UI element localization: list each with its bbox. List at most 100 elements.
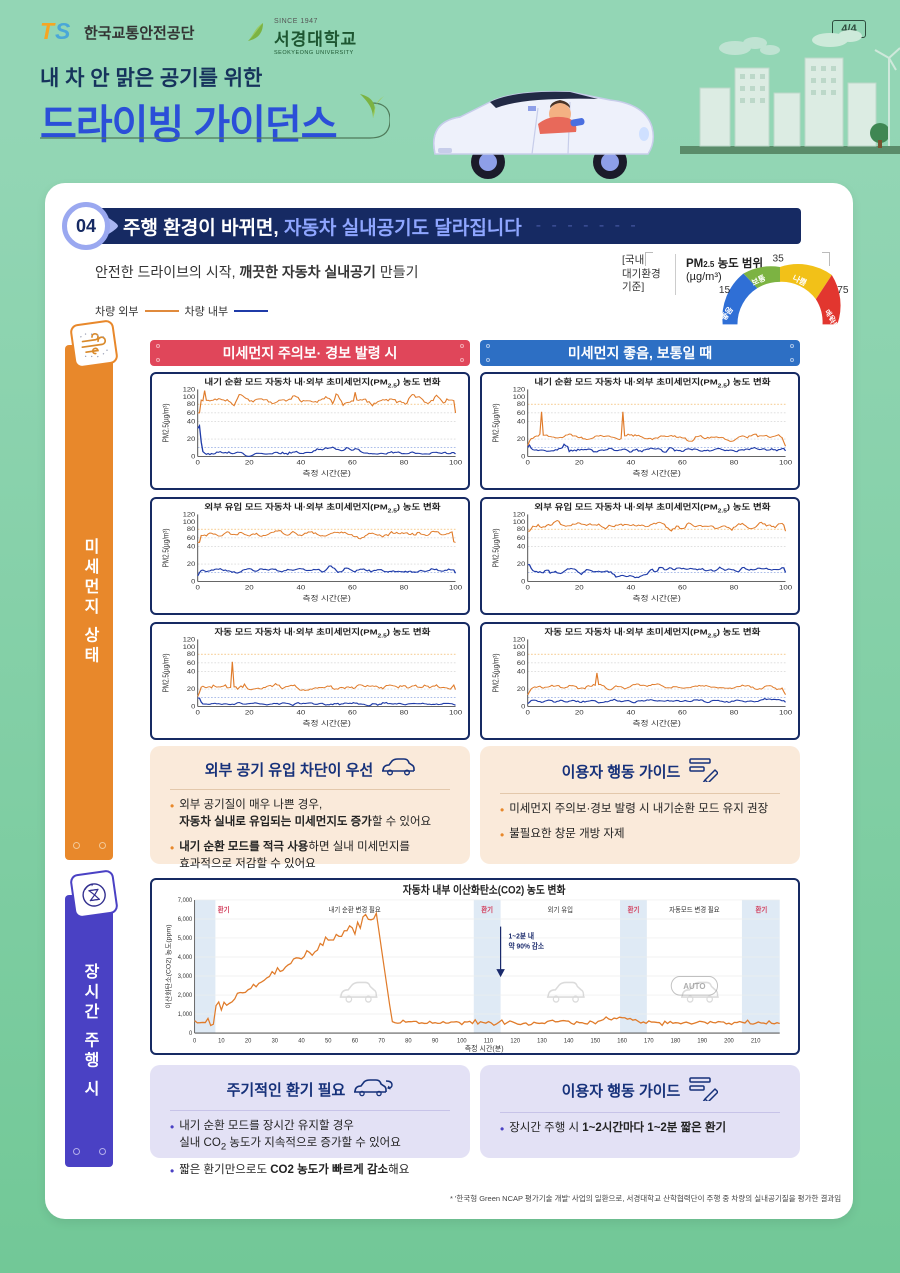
svg-text:이산화탄소(CO2) 농도(ppm): 이산화탄소(CO2) 농도(ppm) [164, 924, 173, 1008]
svg-text:0: 0 [189, 1031, 193, 1037]
svg-text:40: 40 [517, 544, 526, 550]
svg-text:100: 100 [449, 709, 462, 716]
svg-text:80: 80 [187, 652, 196, 658]
svg-text:40: 40 [187, 669, 196, 675]
svg-text:측정 시간(분): 측정 시간(분) [302, 468, 351, 477]
svg-text:80: 80 [517, 652, 526, 658]
svg-text:80: 80 [187, 402, 196, 408]
svg-text:120: 120 [183, 637, 196, 643]
svg-text:60: 60 [348, 459, 357, 466]
svg-text:0: 0 [196, 709, 200, 716]
svg-text:PM2.5(µg/m³): PM2.5(µg/m³) [492, 528, 501, 567]
svg-text:자동 모드 자동차 내·외부 초미세먼지(PM2.5) 농도: 자동 모드 자동차 내·외부 초미세먼지(PM2.5) 농도 변화 [545, 627, 761, 639]
svg-text:측정 시간(분): 측정 시간(분) [465, 1044, 504, 1053]
svg-text:7,000: 7,000 [178, 898, 193, 904]
svg-text:190: 190 [697, 1038, 707, 1044]
svg-text:40: 40 [626, 459, 635, 466]
svg-text:75: 75 [837, 285, 849, 296]
svg-text:PM2.5(µg/m³): PM2.5(µg/m³) [492, 403, 501, 442]
svg-text:50: 50 [325, 1038, 332, 1044]
svg-text:60: 60 [678, 584, 687, 591]
svg-text:60: 60 [517, 660, 526, 666]
svg-text:T: T [40, 20, 56, 44]
svg-text:60: 60 [187, 535, 196, 541]
svg-text:PM2.5(µg/m³): PM2.5(µg/m³) [492, 653, 501, 692]
svg-text:0: 0 [526, 459, 530, 466]
svg-text:80: 80 [517, 527, 526, 533]
svg-text:20: 20 [575, 709, 584, 716]
svg-text:10: 10 [218, 1038, 225, 1044]
svg-text:80: 80 [405, 1038, 412, 1044]
svg-text:PM2.5(µg/m³): PM2.5(µg/m³) [162, 653, 171, 692]
svg-text:40: 40 [187, 544, 196, 550]
svg-text:내기 순환 변경 필요: 내기 순환 변경 필요 [328, 905, 380, 914]
svg-text:80: 80 [730, 584, 739, 591]
svg-text:160: 160 [617, 1038, 627, 1044]
svg-text:20: 20 [517, 437, 526, 443]
svg-text:100: 100 [183, 644, 196, 650]
svg-text:0: 0 [196, 459, 200, 466]
svg-text:35: 35 [773, 253, 785, 264]
svg-text:0: 0 [196, 584, 200, 591]
svg-text:60: 60 [517, 535, 526, 541]
svg-text:60: 60 [352, 1038, 359, 1044]
svg-text:20: 20 [517, 562, 526, 568]
svg-text:40: 40 [626, 709, 635, 716]
svg-text:100: 100 [513, 644, 526, 650]
svg-text:내기 순환 모드 자동차 내·외부 초미세먼지(PM2.5): 내기 순환 모드 자동차 내·외부 초미세먼지(PM2.5) 농도 변화 [534, 377, 770, 389]
svg-text:0: 0 [526, 584, 530, 591]
svg-text:120: 120 [510, 1038, 520, 1044]
svg-text:40: 40 [296, 709, 305, 716]
svg-text:80: 80 [517, 402, 526, 408]
svg-text:170: 170 [644, 1038, 654, 1044]
svg-text:5,000: 5,000 [178, 936, 193, 942]
svg-text:측정 시간(분): 측정 시간(분) [632, 718, 681, 727]
svg-text:60: 60 [348, 709, 357, 716]
svg-text:측정 시간(분): 측정 시간(분) [632, 593, 681, 602]
svg-text:120: 120 [183, 387, 196, 393]
svg-text:100: 100 [183, 394, 196, 400]
svg-text:120: 120 [513, 387, 526, 393]
svg-text:1,000: 1,000 [178, 1012, 193, 1018]
svg-text:60: 60 [187, 660, 196, 666]
svg-text:자동차 내부 이산화탄소(CO2) 농도 변화: 자동차 내부 이산화탄소(CO2) 농도 변화 [403, 883, 566, 897]
svg-text:180: 180 [671, 1038, 681, 1044]
svg-text:70: 70 [378, 1038, 385, 1044]
svg-text:측정 시간(분): 측정 시간(분) [632, 468, 681, 477]
svg-text:자동모드 변경 필요: 자동모드 변경 필요 [669, 905, 720, 914]
svg-text:80: 80 [400, 459, 409, 466]
svg-text:0: 0 [526, 709, 530, 716]
svg-text:120: 120 [183, 512, 196, 518]
svg-text:20: 20 [245, 584, 254, 591]
svg-text:200: 200 [724, 1038, 734, 1044]
svg-text:측정 시간(분): 측정 시간(분) [302, 593, 351, 602]
svg-text:20: 20 [575, 584, 584, 591]
svg-text:0: 0 [193, 1038, 197, 1044]
svg-text:140: 140 [564, 1038, 574, 1044]
svg-text:60: 60 [348, 584, 357, 591]
svg-text:80: 80 [730, 459, 739, 466]
svg-text:15: 15 [719, 285, 731, 296]
svg-text:130: 130 [537, 1038, 547, 1044]
svg-text:측정 시간(분): 측정 시간(분) [302, 718, 351, 727]
svg-text:100: 100 [779, 584, 792, 591]
svg-text:20: 20 [187, 687, 196, 693]
svg-text:3,000: 3,000 [178, 974, 193, 980]
svg-text:100: 100 [779, 459, 792, 466]
svg-text:20: 20 [575, 459, 584, 466]
svg-text:40: 40 [517, 419, 526, 425]
svg-text:120: 120 [513, 637, 526, 643]
svg-text:40: 40 [626, 584, 635, 591]
svg-text:40: 40 [296, 584, 305, 591]
svg-text:자동 모드 자동차 내·외부 초미세먼지(PM2.5) 농도: 자동 모드 자동차 내·외부 초미세먼지(PM2.5) 농도 변화 [215, 627, 431, 639]
svg-text:2,000: 2,000 [178, 993, 193, 999]
svg-text:80: 80 [400, 584, 409, 591]
svg-text:120: 120 [513, 512, 526, 518]
svg-text:100: 100 [449, 459, 462, 466]
svg-text:외기 유입: 외기 유입 [548, 905, 573, 914]
svg-text:100: 100 [513, 394, 526, 400]
svg-text:60: 60 [678, 709, 687, 716]
svg-text:100: 100 [513, 519, 526, 525]
svg-text:20: 20 [187, 437, 196, 443]
svg-text:60: 60 [187, 410, 196, 416]
